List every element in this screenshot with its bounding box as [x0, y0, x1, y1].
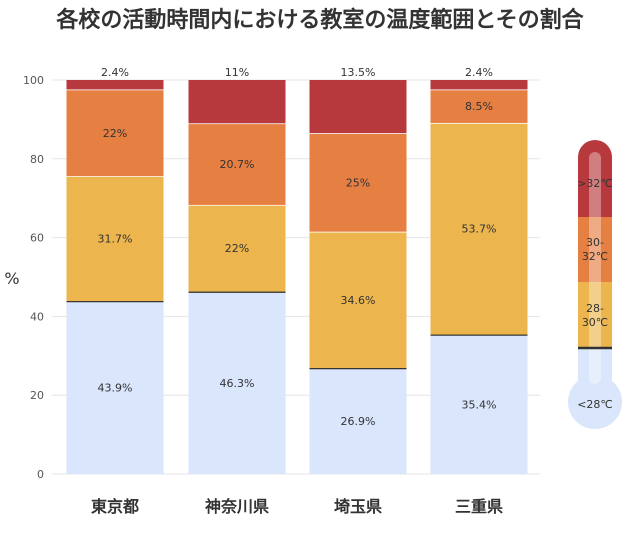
bar-segment — [66, 89, 164, 177]
data-label: 43.9% — [98, 382, 133, 395]
data-label: 13.5% — [341, 66, 376, 79]
data-label: 25% — [346, 176, 370, 189]
data-label: 20.7% — [220, 158, 255, 171]
bar-segment — [430, 334, 528, 474]
legend-label: <28℃ — [577, 398, 613, 411]
y-tick-label: 20 — [30, 389, 44, 402]
legend-swatch — [578, 282, 612, 348]
y-axis-label: % — [4, 269, 19, 288]
bars — [66, 80, 528, 474]
legend-label: 28-30℃ — [582, 302, 608, 329]
y-tick-label: 0 — [37, 468, 44, 481]
data-label: 26.9% — [341, 415, 376, 428]
bar-segment — [188, 123, 286, 205]
y-tick-label: 40 — [30, 310, 44, 323]
x-axis-categories: 東京都 神奈川県 埼玉県 三重県 — [91, 497, 503, 516]
x-category-label: 神奈川県 — [205, 497, 269, 516]
chart-title: 各校の活動時間内における教室の温度範囲とその割合 — [56, 8, 584, 33]
bar-segment — [309, 133, 407, 232]
y-tick-label: 60 — [30, 232, 44, 245]
data-label: 22% — [103, 127, 127, 140]
data-label: 2.4% — [465, 66, 493, 79]
bar-segment — [309, 80, 407, 134]
data-label: 46.3% — [220, 377, 255, 390]
bar-segment — [66, 301, 164, 474]
bar-segment — [430, 89, 528, 123]
y-tick-label: 80 — [30, 153, 44, 166]
data-label: 22% — [225, 242, 249, 255]
legend-swatch — [578, 140, 612, 217]
data-label: 34.6% — [341, 294, 376, 307]
x-category-label: 三重県 — [455, 497, 503, 516]
legend-swatch — [578, 217, 612, 282]
bar-segment — [66, 80, 164, 90]
data-label: 11% — [225, 66, 249, 79]
data-label: 35.4% — [462, 398, 497, 411]
legend-label: >32℃ — [577, 177, 613, 190]
bar-segment — [309, 368, 407, 474]
x-category-label: 東京都 — [91, 497, 139, 516]
thermometer-bulb — [568, 375, 622, 429]
thermometer-tube — [589, 152, 601, 384]
data-labels: 43.9% 31.7% 22% 2.4% 46.3% 22% 20.7% 11% 26.9% 34… — [98, 66, 497, 428]
x-category-label: 埼玉県 — [334, 497, 382, 516]
bar-segment — [66, 176, 164, 302]
data-label: 8.5% — [465, 100, 493, 113]
y-axis-ticks: 0 20 40 60 80 100 — [23, 74, 44, 481]
data-label: 2.4% — [101, 66, 129, 79]
bar-segment — [309, 231, 407, 369]
bar-segment — [188, 291, 286, 474]
legend-label: 30-32℃ — [582, 236, 608, 263]
bar-segment — [188, 204, 286, 292]
bar-segment — [430, 122, 528, 335]
thermometer-legend: >32℃ 30-32℃ 28-30℃ <28℃ — [568, 140, 622, 429]
y-tick-label: 100 — [23, 74, 44, 87]
bar-segment — [188, 80, 286, 124]
data-label: 53.7% — [462, 223, 497, 236]
data-label: 31.7% — [98, 233, 133, 246]
bar-segment — [430, 80, 528, 90]
